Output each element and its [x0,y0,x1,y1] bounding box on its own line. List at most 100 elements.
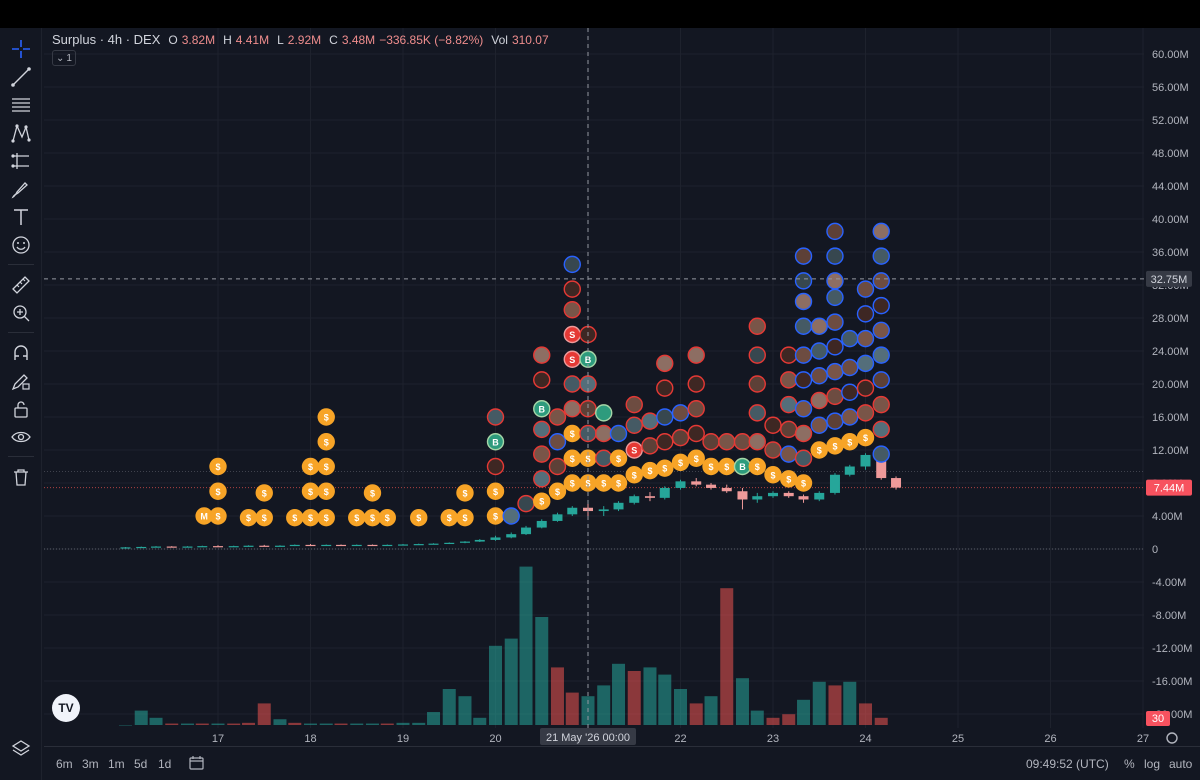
trade-bubble[interactable] [764,466,782,484]
candle-body[interactable] [136,546,147,549]
trade-bubble[interactable] [687,424,705,443]
trade-bubble[interactable] [794,424,813,443]
trade-bubble[interactable] [255,484,273,502]
candle-body[interactable] [490,537,501,540]
trade-bubble[interactable] [856,329,875,348]
trade-bubble[interactable] [486,433,505,451]
trade-bubble[interactable] [363,484,382,502]
trade-bubble[interactable] [533,470,551,488]
tradingview-logo[interactable]: TV [52,694,80,722]
trade-bubble[interactable] [486,408,505,426]
trade-bubble[interactable] [810,317,828,335]
trade-bubble[interactable] [656,354,674,373]
trade-bubble[interactable] [255,508,273,527]
trade-bubble[interactable] [533,400,551,418]
candle-body[interactable] [691,481,702,485]
trade-bubble[interactable] [794,247,813,265]
trade-bubble[interactable] [317,482,335,500]
trade-bubble[interactable] [533,371,551,389]
trade-bubble[interactable] [748,457,766,476]
candle-body[interactable] [783,492,794,497]
candle-body[interactable] [613,502,624,510]
candle-body[interactable] [706,484,717,488]
trade-bubble[interactable] [563,255,581,274]
trade-bubble[interactable] [609,449,628,467]
trade-bubble[interactable] [794,317,813,335]
candle-body[interactable] [768,492,778,497]
text-tool-button[interactable] [8,204,34,230]
trade-bubble[interactable] [548,457,567,476]
trade-bubble[interactable] [794,272,813,290]
trade-bubble[interactable] [718,433,736,451]
trade-bubble[interactable] [872,321,890,340]
trade-bubble[interactable] [209,482,227,500]
trade-bubble[interactable] [841,408,859,426]
trade-bubble[interactable] [841,358,859,377]
candle-body[interactable] [675,481,686,488]
trade-bubble[interactable] [794,400,813,418]
projection-tool-button[interactable] [8,148,34,174]
timeframe-6m[interactable]: 6m [56,757,73,771]
trade-bubble[interactable] [780,445,798,463]
candle-body[interactable] [197,546,208,548]
trade-bubble[interactable] [872,420,890,439]
candle-body[interactable] [182,546,193,548]
trade-bubble[interactable] [856,280,875,298]
trade-bubble[interactable] [748,433,766,451]
trade-bubble[interactable] [794,449,813,467]
lock-drawing-button[interactable] [8,368,34,394]
candle-body[interactable] [860,454,871,467]
trade-bubble[interactable] [687,375,705,393]
trade-bubble[interactable] [687,346,705,364]
candle-body[interactable] [521,527,532,535]
candle-body[interactable] [629,496,640,503]
crosshair-tool-button[interactable] [8,36,34,62]
trade-bubble[interactable] [826,338,844,356]
brush-tool-button[interactable] [8,176,34,202]
trade-bubble[interactable] [826,247,844,265]
trade-bubble[interactable] [533,492,551,510]
trade-bubble[interactable] [872,222,890,241]
candle-body[interactable] [891,478,902,488]
candle-body[interactable] [289,544,300,547]
trade-bubble[interactable] [810,367,828,385]
trade-bubble[interactable] [456,508,474,527]
candle-body[interactable] [844,466,855,475]
trade-bubble[interactable] [872,346,890,364]
trade-bubble[interactable] [764,441,782,459]
trade-bubble[interactable] [656,433,674,451]
candle-body[interactable] [536,520,547,528]
trade-bubble[interactable] [609,424,628,443]
trade-bubble[interactable] [317,508,335,527]
lock-all-button[interactable] [8,396,34,422]
trade-bubble[interactable] [671,428,690,447]
trade-bubble[interactable] [872,395,890,414]
candle-body[interactable] [428,543,439,545]
candle-body[interactable] [721,487,732,492]
symbol-title[interactable]: Surplus · 4h · DEX [52,32,161,47]
trade-bubble[interactable] [609,474,628,492]
trade-bubble[interactable] [625,395,643,414]
trade-bubble[interactable] [826,272,844,290]
trade-bubble[interactable] [872,272,890,290]
trade-bubble[interactable] [826,412,844,430]
candle-body[interactable] [876,454,887,479]
trade-bubble[interactable] [548,408,567,426]
trade-bubble[interactable] [856,404,875,422]
trade-bubble[interactable] [625,441,643,459]
trade-bubble[interactable] [533,346,551,364]
trade-bubble[interactable] [810,342,828,360]
trade-bubble[interactable] [378,508,396,527]
trade-bubble[interactable] [502,507,520,525]
trade-bubble[interactable] [826,222,844,241]
trade-bubble[interactable] [780,420,798,439]
trade-bubble[interactable] [826,313,844,331]
trade-bubble[interactable] [563,280,581,298]
timeframe-5d[interactable]: 5d [134,757,148,771]
trade-bubble[interactable] [548,482,567,500]
candle-body[interactable] [413,544,424,546]
trade-bubble[interactable] [856,354,875,373]
timeframe-3m[interactable]: 3m [82,757,99,771]
go-to-date-button[interactable] [188,754,206,775]
auto-scale-toggle[interactable]: auto [1169,757,1193,771]
